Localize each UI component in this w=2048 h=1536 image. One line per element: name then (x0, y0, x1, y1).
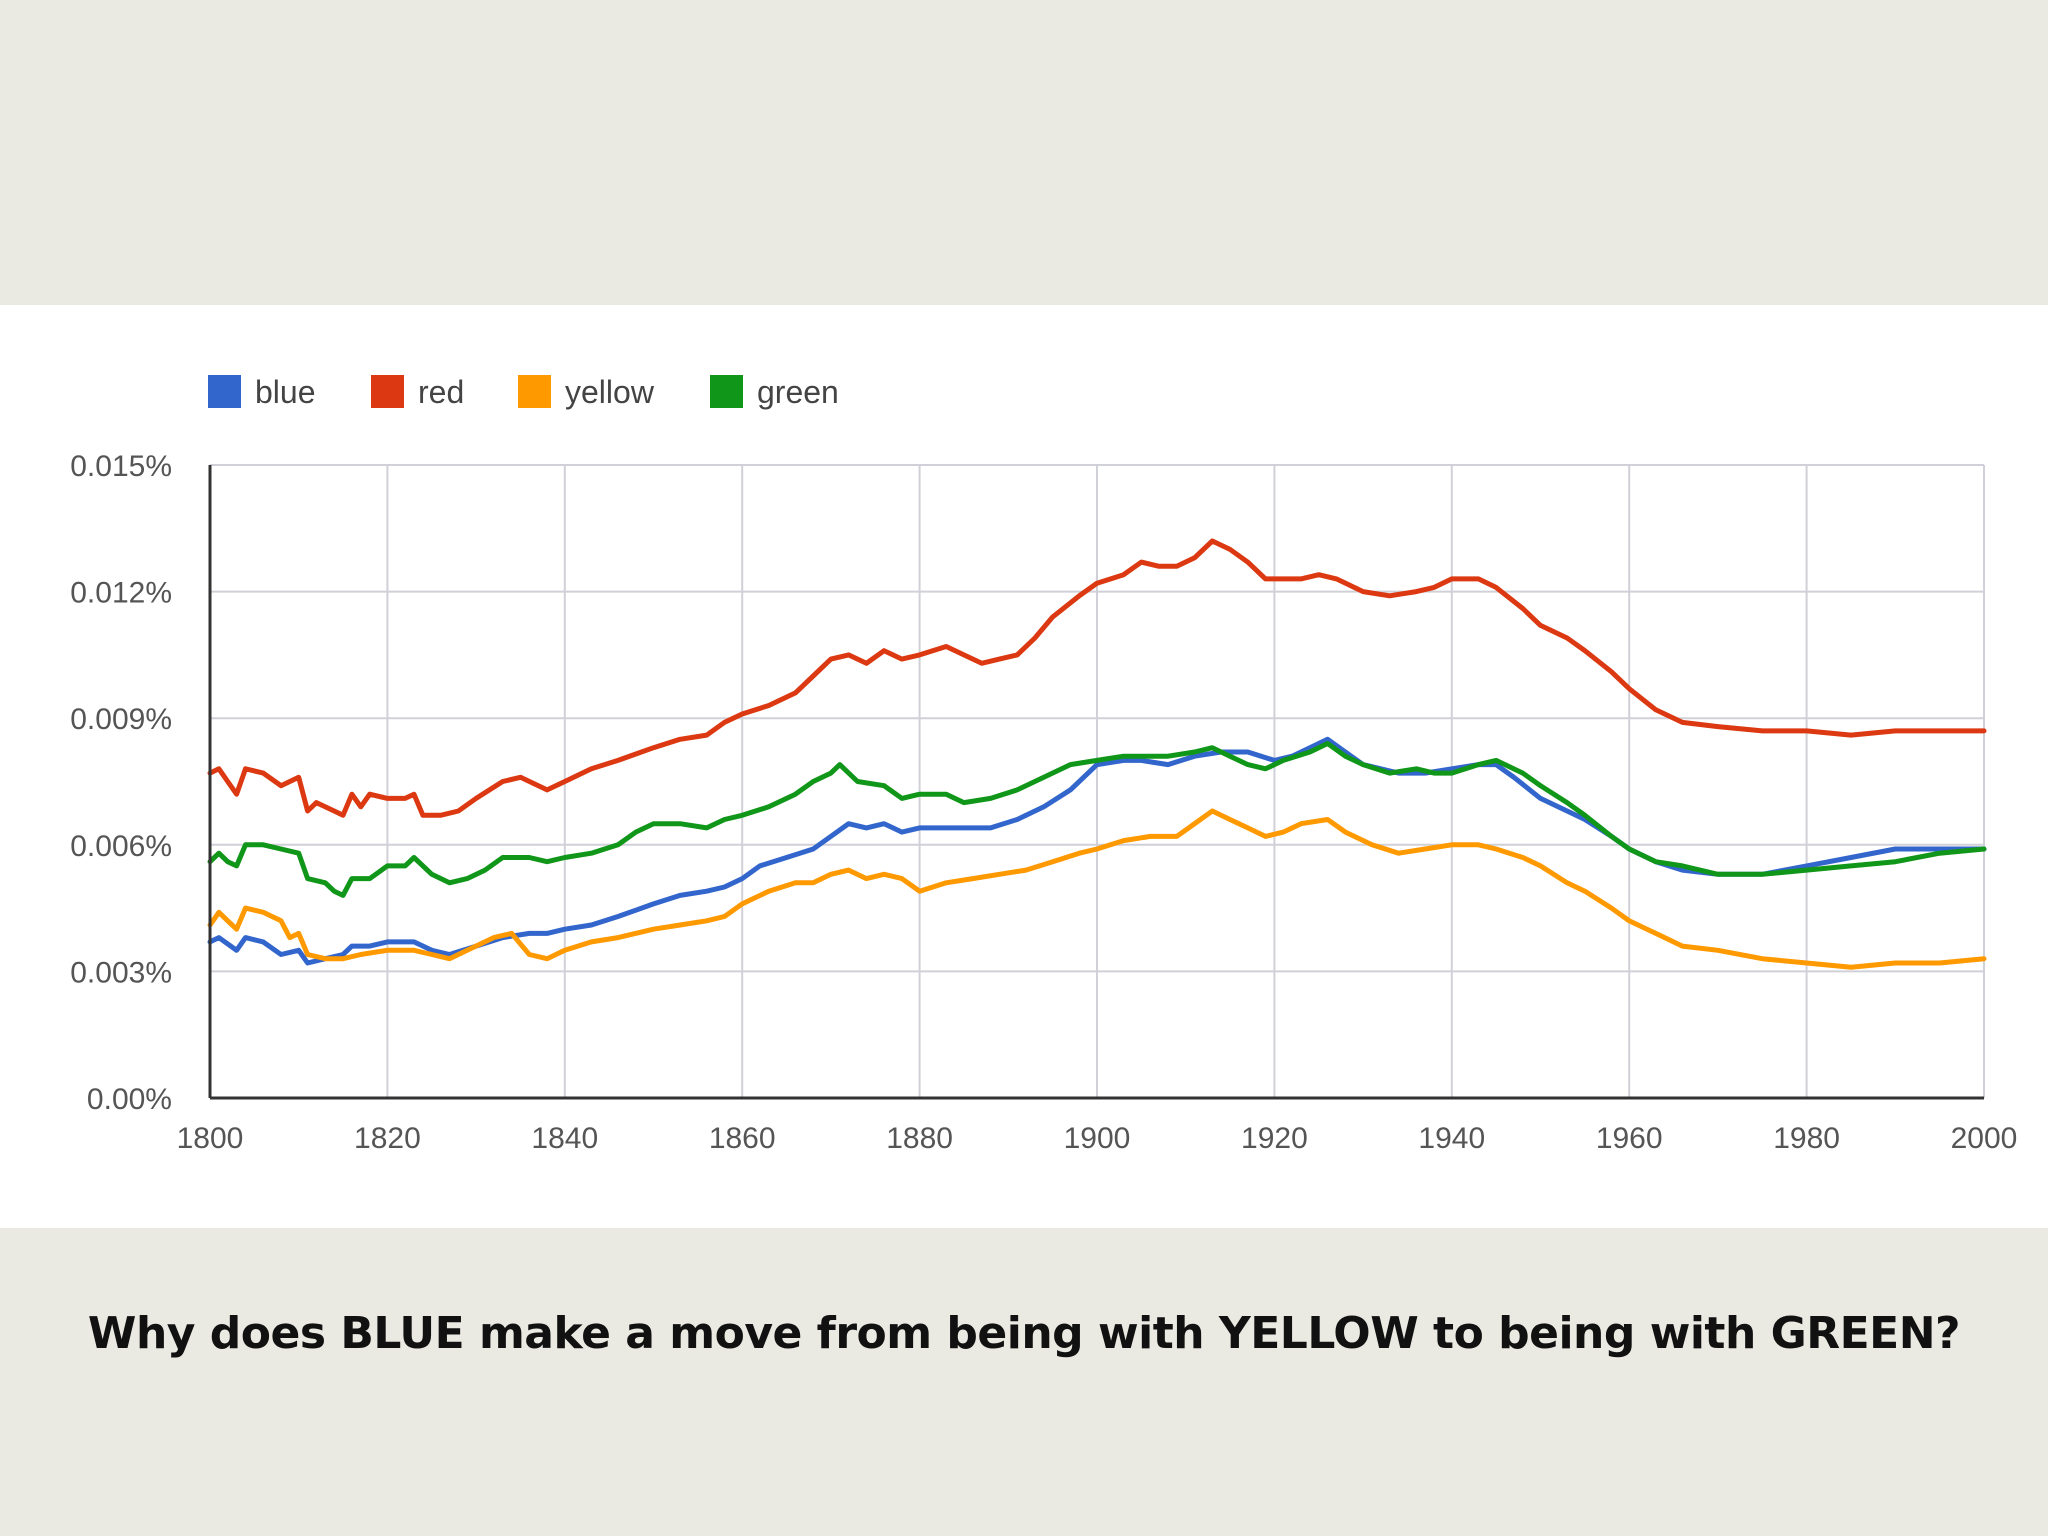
y-tick-label: 0.003% (70, 956, 172, 989)
y-tick-label: 0.006% (70, 830, 172, 863)
legend-swatch-blue (208, 375, 241, 408)
legend-swatch-yellow (518, 375, 551, 408)
y-tick-label: 0.012% (70, 577, 172, 610)
x-tick-label: 1820 (354, 1122, 421, 1155)
series-line-blue (207, 736, 1987, 966)
line-chart: 1800 1820 1840 1860 1880 1900 1920 1940 1960 1980… (70, 374, 2017, 1155)
series-line-red (207, 538, 1987, 818)
x-tick-label: 1960 (1596, 1122, 1663, 1155)
y-tick-label: 0.00% (87, 1083, 172, 1116)
legend-label-red: red (418, 374, 464, 410)
legend-swatch-red (371, 375, 404, 408)
x-tick-label: 1840 (531, 1122, 598, 1155)
series-line-green (207, 741, 1987, 898)
slide-caption: Why does BLUE make a move from being wit… (87, 1308, 1961, 1359)
x-tick-label: 1980 (1773, 1122, 1840, 1155)
x-tick-label: 1880 (886, 1122, 953, 1155)
legend-label-green: green (757, 374, 839, 410)
x-tick-label: 1900 (1064, 1122, 1131, 1155)
grid (209, 464, 1985, 1099)
chart-panel: 1800 1820 1840 1860 1880 1900 1920 1940 1960 1980… (0, 305, 2048, 1228)
legend-label-blue: blue (255, 374, 316, 410)
series-lines (207, 538, 1987, 970)
legend: blue red yellow green (208, 374, 839, 410)
legend-label-yellow: yellow (565, 374, 655, 410)
legend-swatch-green (710, 375, 743, 408)
y-tick-label: 0.015% (70, 450, 172, 483)
x-tick-label: 1860 (709, 1122, 776, 1155)
x-tick-label: 1800 (177, 1122, 244, 1155)
y-tick-label: 0.009% (70, 703, 172, 736)
x-tick-label: 1920 (1241, 1122, 1308, 1155)
x-tick-label: 1940 (1418, 1122, 1485, 1155)
axes: 1800 1820 1840 1860 1880 1900 1920 1940 1960 1980… (70, 450, 2017, 1155)
series-line-yellow (207, 808, 1987, 970)
x-tick-label: 2000 (1951, 1122, 2018, 1155)
